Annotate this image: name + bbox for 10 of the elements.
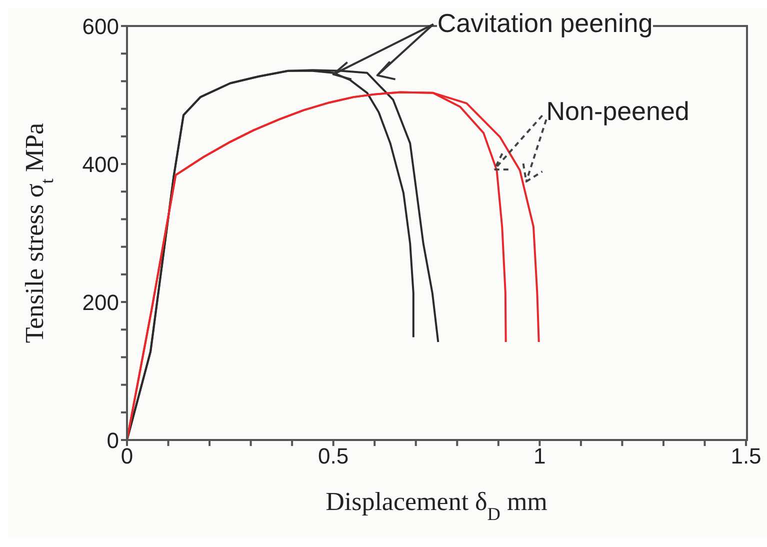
x-tick-label: 1.5 [730, 444, 762, 469]
x-axis-title: Displacement δ$_{D}$ mm [326, 487, 548, 524]
x-tick-label: 0.5 [318, 444, 349, 469]
y-tick-label: 400 [82, 152, 119, 177]
annotation: Cavitation peening [437, 8, 653, 40]
y-tick-label: 0 [106, 428, 119, 453]
x-tick-label: 1 [534, 444, 546, 469]
annotation: Non-peened [546, 96, 690, 127]
y-tick-label: 600 [82, 14, 119, 39]
y-tick-label: 200 [82, 290, 119, 315]
